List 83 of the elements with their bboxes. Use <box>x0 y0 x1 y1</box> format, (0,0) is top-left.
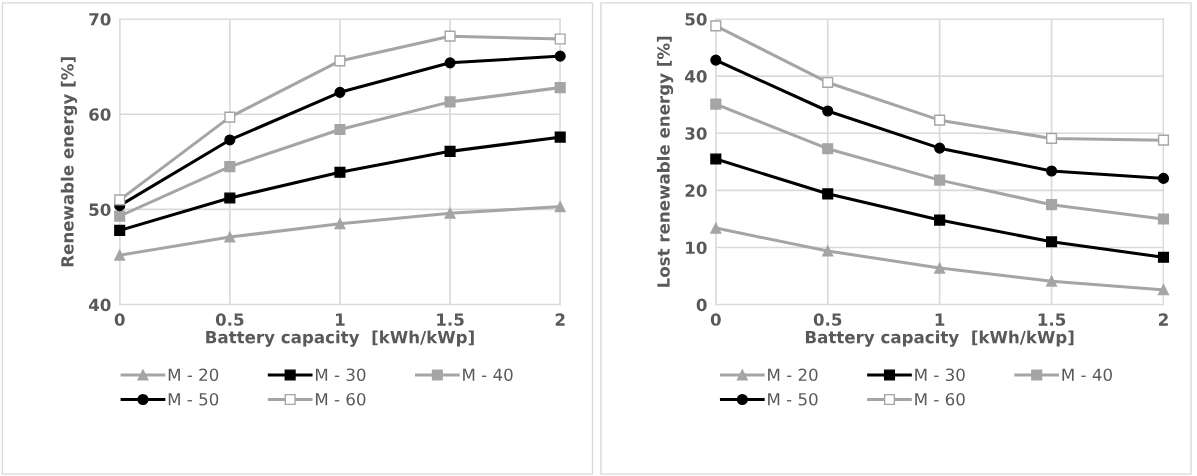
point <box>1046 165 1058 177</box>
x-tick-label: 1.5 <box>437 313 464 326</box>
point <box>554 131 566 143</box>
x-axis-title: Battery capacity [kWh/kWp] <box>805 330 1074 347</box>
point <box>710 98 722 110</box>
y-tick-label: 10 <box>686 241 707 255</box>
point <box>444 96 456 108</box>
x-axis-title: Battery capacity [kWh/kWp] <box>206 330 474 347</box>
point <box>822 105 834 117</box>
point <box>1046 275 1058 287</box>
y-tick-label: 70 <box>89 13 111 26</box>
y-tick-label: 30 <box>685 127 707 140</box>
point <box>934 214 946 226</box>
legend-label: M - 40 <box>1062 368 1112 382</box>
x-tick-label: 1 <box>336 313 345 326</box>
point <box>334 86 346 98</box>
legend-label: M - 60 <box>315 392 366 406</box>
legend-label: M - 60 <box>915 392 965 406</box>
point <box>224 111 236 123</box>
point <box>554 201 566 213</box>
x-tick-label: 0.5 <box>813 313 842 326</box>
point <box>554 82 566 94</box>
x-tick-label: 0 <box>114 313 125 326</box>
point <box>114 210 126 222</box>
point <box>1157 251 1170 263</box>
point <box>224 134 236 146</box>
point <box>114 224 126 236</box>
point <box>934 174 946 186</box>
point <box>1157 284 1170 296</box>
point <box>1046 132 1058 144</box>
y-tick-label: 50 <box>89 203 111 217</box>
point <box>444 207 456 219</box>
point <box>822 76 834 88</box>
point <box>554 50 566 62</box>
point <box>334 166 346 178</box>
x-tick-label: 2 <box>555 313 565 326</box>
point <box>1046 199 1058 211</box>
x-tick-label: 0 <box>710 313 721 326</box>
point <box>822 143 834 155</box>
y-tick-label: 0 <box>696 298 707 312</box>
legend-label: M - 50 <box>168 392 219 406</box>
point <box>710 54 722 66</box>
point <box>224 161 236 173</box>
point <box>224 231 236 243</box>
point <box>1157 213 1170 225</box>
y-tick-label: 20 <box>685 184 707 197</box>
x-tick-label: 1 <box>935 313 945 326</box>
legend-label: M - 50 <box>768 392 818 406</box>
y-tick-label: 40 <box>88 298 111 312</box>
point <box>710 222 722 234</box>
legend-label: M - 40 <box>463 368 513 382</box>
legend-label: M - 20 <box>168 368 219 382</box>
point <box>114 194 126 206</box>
point <box>934 114 946 126</box>
point <box>554 33 566 45</box>
point <box>1157 134 1170 146</box>
point <box>1046 236 1058 248</box>
point <box>822 188 834 200</box>
point <box>334 218 346 230</box>
point <box>444 145 456 157</box>
point <box>1157 172 1170 184</box>
point <box>444 57 456 69</box>
point <box>114 249 126 261</box>
point <box>710 20 722 32</box>
point <box>710 153 722 165</box>
point <box>224 192 236 204</box>
legend-label: M - 30 <box>315 368 366 382</box>
point <box>334 123 346 136</box>
x-tick-label: 2 <box>1159 313 1168 326</box>
point <box>934 142 946 154</box>
point <box>444 30 456 42</box>
point <box>334 55 346 67</box>
y-tick-label: 50 <box>685 13 707 26</box>
y-tick-label: 60 <box>89 108 111 121</box>
point <box>934 262 946 274</box>
point <box>822 245 834 257</box>
y-tick-label: 40 <box>685 70 707 83</box>
legend-label: M - 20 <box>768 368 818 382</box>
x-tick-label: 1.5 <box>1038 313 1066 326</box>
y-axis-title: Lost renewable energy [%] <box>656 36 674 287</box>
legend-label: M - 30 <box>915 368 965 382</box>
y-axis-title: Renewable energy [%] <box>60 57 78 267</box>
x-tick-label: 0.5 <box>215 313 244 326</box>
